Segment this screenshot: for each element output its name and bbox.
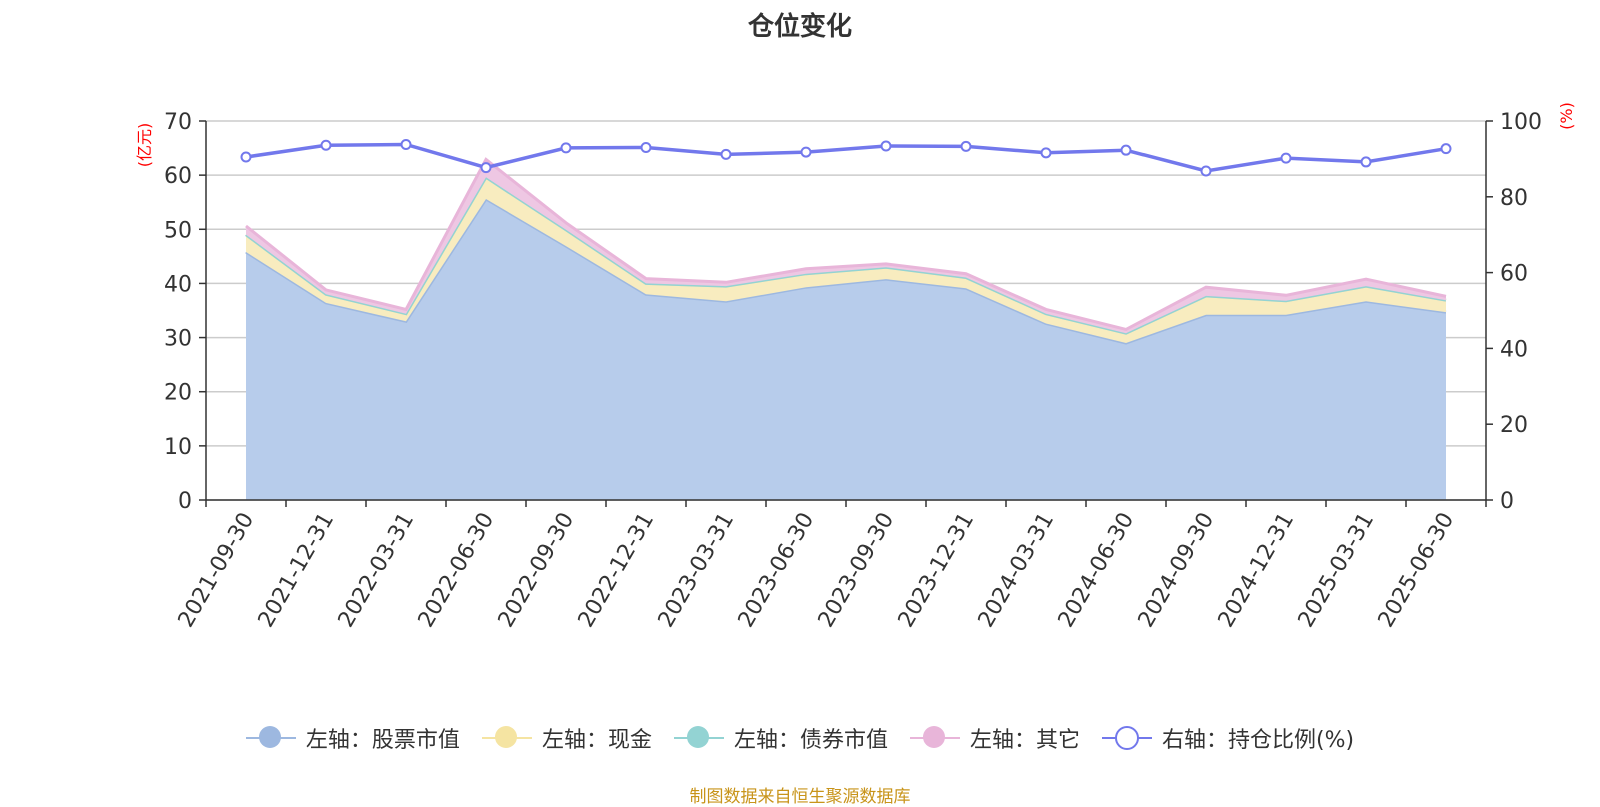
x-tick-label: 2024-03-31 bbox=[974, 509, 1060, 632]
ratio-point bbox=[1040, 147, 1052, 159]
right-axis-unit: (%) bbox=[1557, 102, 1576, 130]
legend-swatch-icon bbox=[673, 726, 724, 750]
x-tick-label: 2022-06-30 bbox=[414, 509, 500, 632]
right-tick-label: 20 bbox=[1500, 413, 1528, 438]
x-tick-label: 2021-09-30 bbox=[174, 509, 260, 632]
legend-item[interactable]: 左轴：其它 bbox=[909, 722, 1080, 754]
x-tick-label: 2024-12-31 bbox=[1214, 509, 1300, 632]
legend-swatch-icon bbox=[909, 726, 960, 750]
left-tick-label: 60 bbox=[164, 164, 192, 189]
legend-swatch-icon bbox=[481, 726, 532, 750]
legend-item[interactable]: 右轴：持仓比例(%) bbox=[1101, 722, 1355, 754]
x-tick-label: 2024-06-30 bbox=[1054, 509, 1140, 632]
legend-label: 右轴：持仓比例(%) bbox=[1161, 728, 1355, 753]
right-tick-label: 0 bbox=[1500, 489, 1514, 514]
x-tick-label: 2021-12-31 bbox=[254, 509, 340, 632]
left-tick-label: 50 bbox=[164, 218, 192, 243]
x-tick-label: 2023-12-31 bbox=[894, 509, 980, 632]
legend-label: 左轴：股票市值 bbox=[305, 728, 460, 753]
left-tick-label: 70 bbox=[164, 110, 192, 135]
x-tick-label: 2022-09-30 bbox=[494, 509, 580, 632]
x-tick-label: 2023-09-30 bbox=[814, 509, 900, 632]
x-tick-label: 2023-03-31 bbox=[654, 509, 740, 632]
left-tick-label: 30 bbox=[164, 327, 192, 352]
x-tick-label: 2022-12-31 bbox=[574, 509, 660, 632]
area-左轴：股票市值 bbox=[246, 199, 1446, 500]
chart-title: 仓位变化 bbox=[747, 12, 852, 42]
ratio-point bbox=[480, 162, 492, 174]
ratio-line-path bbox=[245, 142, 1447, 173]
ratio-point bbox=[720, 148, 732, 160]
ratio-point bbox=[240, 151, 252, 163]
left-tick-label: 0 bbox=[178, 489, 192, 514]
x-tick-label: 2025-06-30 bbox=[1374, 509, 1460, 632]
ratio-point bbox=[320, 139, 332, 151]
ratio-point bbox=[1120, 144, 1132, 156]
legend-item[interactable]: 左轴：债券市值 bbox=[673, 722, 888, 754]
left-tick-label: 40 bbox=[164, 272, 192, 297]
x-tick-label: 2022-03-31 bbox=[334, 509, 420, 632]
legend: 左轴：股票市值 左轴：现金 左轴：债券市值 左轴：其它 右轴：持仓比例(%) bbox=[0, 722, 1600, 754]
ratio-line bbox=[240, 138, 1452, 177]
ratio-point bbox=[1360, 156, 1372, 168]
legend-label: 左轴：债券市值 bbox=[733, 728, 888, 753]
legend-swatch-icon bbox=[245, 726, 296, 750]
legend-swatch-icon bbox=[1101, 726, 1152, 750]
legend-item[interactable]: 左轴：现金 bbox=[481, 722, 652, 754]
left-tick-label: 10 bbox=[164, 435, 192, 460]
left-axis-unit: (亿元) bbox=[135, 123, 154, 168]
data-source-footer: 制图数据来自恒生聚源数据库 bbox=[689, 787, 911, 807]
right-tick-label: 80 bbox=[1500, 186, 1528, 211]
x-tick-label: 2023-06-30 bbox=[734, 509, 820, 632]
right-tick-label: 100 bbox=[1500, 110, 1542, 135]
x-tick-label: 2025-03-31 bbox=[1294, 509, 1380, 632]
legend-label: 左轴：现金 bbox=[541, 728, 652, 753]
ratio-point bbox=[640, 142, 652, 154]
legend-label: 左轴：其它 bbox=[969, 728, 1080, 753]
ratio-point bbox=[1280, 152, 1292, 164]
ratio-point bbox=[1440, 143, 1452, 155]
ratio-point bbox=[880, 140, 892, 152]
ratio-point bbox=[1200, 165, 1212, 177]
ratio-point bbox=[400, 138, 412, 150]
right-tick-label: 40 bbox=[1500, 337, 1528, 362]
area-左轴：现金 bbox=[246, 177, 1446, 343]
right-tick-label: 60 bbox=[1500, 262, 1528, 287]
ratio-point bbox=[560, 142, 572, 154]
legend-item[interactable]: 左轴：股票市值 bbox=[245, 722, 460, 754]
left-tick-label: 20 bbox=[164, 381, 192, 406]
ratio-point bbox=[960, 140, 972, 152]
ratio-point bbox=[800, 146, 812, 158]
stacked-areas bbox=[245, 157, 1447, 500]
area-edge-左轴：其它 bbox=[245, 157, 1447, 331]
x-tick-label: 2024-09-30 bbox=[1134, 509, 1220, 632]
